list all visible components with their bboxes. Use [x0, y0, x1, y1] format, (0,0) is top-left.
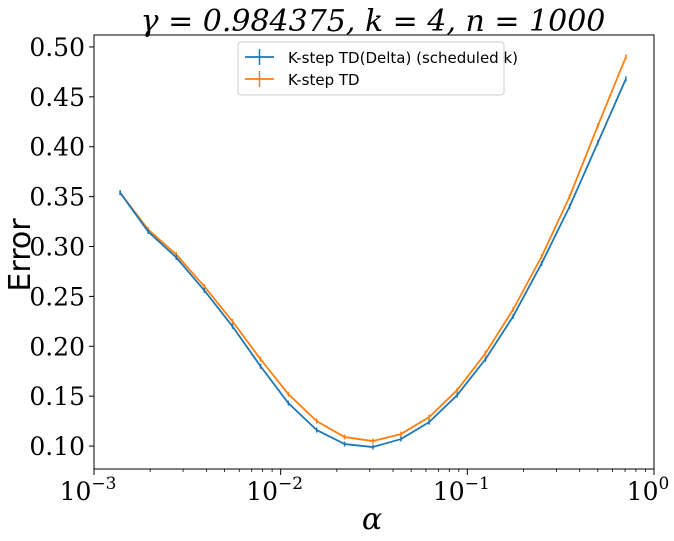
y-tick-label: 0.35	[29, 183, 85, 212]
y-tick-label: 0.30	[29, 233, 85, 262]
y-tick-label: 0.20	[29, 332, 85, 361]
legend-entry-label: K-step TD	[288, 71, 360, 89]
legend-entry-label: K-step TD(Delta) (scheduled k)	[288, 49, 518, 67]
y-tick-label: 0.50	[29, 33, 85, 62]
y-tick-label: 0.45	[29, 83, 85, 112]
series-line	[119, 56, 627, 442]
x-tick-label: 10−2	[246, 474, 303, 506]
y-tick-label: 0.15	[29, 382, 85, 411]
legend-box	[237, 41, 505, 96]
series-layer	[119, 54, 627, 450]
legend: K-step TD(Delta) (scheduled k) K-step TD	[237, 41, 518, 96]
y-tick-label: 0.25	[29, 282, 85, 311]
plot-area	[93, 34, 655, 470]
chart-title: γ = 0.984375, k = 4, n = 1000	[141, 4, 606, 39]
x-axis-ticks: 10−3 10−2 10−1 100	[60, 469, 670, 506]
y-tick-label: 0.10	[29, 432, 85, 461]
x-tick-label: 100	[627, 474, 670, 506]
y-axis-ticks: 0.10 0.15 0.20 0.25 0.30 0.35 0.40 0.45 0.50	[29, 33, 94, 461]
series-line	[119, 78, 627, 448]
x-axis-label: α	[362, 502, 382, 537]
y-axis-label: Error	[3, 218, 38, 292]
x-tick-label: 10−1	[433, 474, 490, 506]
y-tick-label: 0.40	[29, 133, 85, 162]
x-tick-label: 10−3	[60, 474, 117, 506]
